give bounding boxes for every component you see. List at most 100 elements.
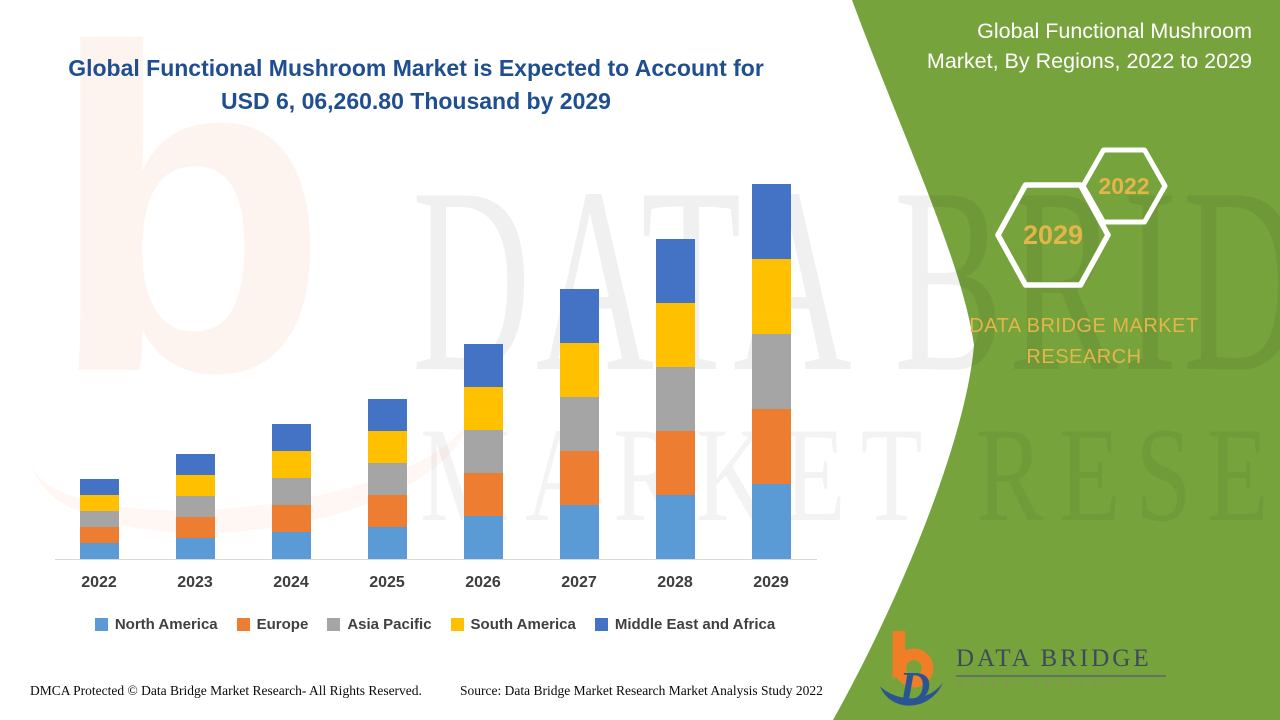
bar-segment-2028-south-america <box>655 303 695 367</box>
bar-segment-2026-south-america <box>463 387 503 430</box>
legend-label: North America <box>114 616 218 633</box>
bar-segment-2026-middle-east-and-africa <box>463 344 503 387</box>
bar-segment-2022-north-america <box>79 543 119 559</box>
bar-segment-2029-south-america <box>751 259 791 334</box>
legend-label: Middle East and Africa <box>614 616 776 633</box>
stacked-bar-2022 <box>79 479 119 559</box>
bar-slot-2026 <box>435 183 531 559</box>
bar-segment-2024-middle-east-and-africa <box>271 424 311 451</box>
brand-wordmark-line1: DATA BRIDGE MARKET <box>969 315 1199 337</box>
bar-slot-2022 <box>51 183 147 559</box>
bar-segment-2022-europe <box>79 527 119 543</box>
brand-wordmark: DATA BRIDGE MARKET RESEARCH <box>918 311 1250 373</box>
legend-item-asia-pacific: Asia Pacific <box>327 616 432 633</box>
legend-swatch <box>594 618 608 631</box>
hexagon-2029 <box>995 182 1111 288</box>
x-axis-label-2022: 2022 <box>81 574 117 591</box>
legend-swatch <box>236 618 250 631</box>
bar-segment-2025-asia-pacific <box>367 463 407 495</box>
bar-segment-2025-north-america <box>367 527 407 559</box>
chart-headline-line1: Global Functional Mushroom Market is Exp… <box>68 55 764 81</box>
bar-segment-2028-north-america <box>655 495 695 559</box>
bar-segment-2023-south-america <box>175 475 215 496</box>
x-axis-label-2028: 2028 <box>657 574 693 591</box>
bar-slot-2029 <box>723 183 819 559</box>
bar-segment-2022-middle-east-and-africa <box>79 479 119 495</box>
legend-label: Europe <box>256 616 309 633</box>
footer-dmca-text: DMCA Protected © Data Bridge Market Rese… <box>30 683 422 698</box>
bar-segment-2024-asia-pacific <box>271 478 311 505</box>
bar-segment-2024-north-america <box>271 532 311 559</box>
bar-segment-2027-north-america <box>559 505 599 559</box>
bar-segment-2029-asia-pacific <box>751 334 791 409</box>
legend-item-south-america: South America <box>450 616 576 633</box>
logo-name: DATA BRIDGE <box>956 644 1152 672</box>
bar-segment-2028-europe <box>655 431 695 495</box>
legend-swatch <box>450 618 464 631</box>
chart-legend: North America Europe Asia Pacific South Ame… <box>40 616 830 633</box>
logo-text: DATA BRIDGE MARKET RESEARCH <box>956 644 1166 689</box>
legend-swatch <box>327 618 341 631</box>
brand-wordmark-line2: RESEARCH <box>1026 346 1142 368</box>
stacked-bar-2028 <box>655 239 695 559</box>
footer-source-text: Source: Data Bridge Market Research Mark… <box>460 683 823 698</box>
bar-segment-2022-asia-pacific <box>79 511 119 527</box>
legend-label: Asia Pacific <box>347 616 432 633</box>
stacked-bar-2023 <box>175 454 215 559</box>
bar-segment-2026-europe <box>463 473 503 516</box>
bar-segment-2029-europe <box>751 409 791 484</box>
bar-segment-2024-europe <box>271 505 311 532</box>
chart-headline-line2: USD 6, 06,260.80 Thousand by 2029 <box>221 87 611 114</box>
bar-segment-2026-north-america <box>463 516 503 559</box>
stacked-bar-2025 <box>367 399 407 559</box>
logo-d-glyph: D <box>898 664 930 706</box>
bar-segment-2025-europe <box>367 495 407 527</box>
stacked-bar-2029 <box>751 184 791 559</box>
bar-segment-2023-middle-east-and-africa <box>175 454 215 475</box>
stacked-bar-2027 <box>559 289 599 559</box>
right-panel-title: Global Functional Mushroom Market, By Re… <box>926 19 1252 74</box>
x-axis-label-2025: 2025 <box>369 574 405 591</box>
bar-slot-2023 <box>147 183 243 559</box>
bar-segment-2025-middle-east-and-africa <box>367 399 407 431</box>
data-bridge-logo: D DATA BRIDGE MARKET RESEARCH <box>878 628 1166 706</box>
data-bridge-logo-icon: D <box>879 631 944 706</box>
bar-segment-2029-north-america <box>751 484 791 559</box>
bar-segment-2024-south-america <box>271 451 311 478</box>
x-axis-label-2029: 2029 <box>753 574 789 591</box>
bar-slot-2024 <box>243 183 339 559</box>
stacked-bar-plot <box>51 183 819 559</box>
legend-item-north-america: North America <box>94 616 218 633</box>
year-hexagons: 2029 2022 <box>995 147 1168 288</box>
x-axis-label-2027: 2027 <box>561 574 597 591</box>
chart-headline: Global Functional Mushroom Market is Exp… <box>40 52 792 117</box>
bar-segment-2023-asia-pacific <box>175 496 215 517</box>
hexagon-2022-label: 2022 <box>1098 173 1149 199</box>
bar-slot-2028 <box>627 183 723 559</box>
legend-item-middle-east-and-africa: Middle East and Africa <box>594 616 776 633</box>
logo-divider <box>956 675 1166 678</box>
bar-segment-2023-europe <box>175 517 215 538</box>
x-axis-label-2026: 2026 <box>465 574 501 591</box>
hexagon-2022 <box>1080 147 1168 225</box>
bar-slot-2027 <box>531 183 627 559</box>
bar-segment-2027-middle-east-and-africa <box>559 289 599 343</box>
bar-segment-2022-south-america <box>79 495 119 511</box>
bar-segment-2028-asia-pacific <box>655 367 695 431</box>
bar-segment-2027-asia-pacific <box>559 397 599 451</box>
stacked-bar-2024 <box>271 424 311 559</box>
x-axis-label-2023: 2023 <box>177 574 213 591</box>
x-axis-line <box>55 559 817 560</box>
hexagon-2029-label: 2029 <box>1023 220 1083 250</box>
legend-label: South America <box>470 616 576 633</box>
bar-segment-2029-middle-east-and-africa <box>751 184 791 259</box>
green-panel-path <box>833 0 1280 720</box>
stacked-bar-2026 <box>463 344 503 559</box>
bar-segment-2026-asia-pacific <box>463 430 503 473</box>
bar-segment-2027-south-america <box>559 343 599 397</box>
logo-swoosh <box>879 682 944 706</box>
bar-segment-2025-south-america <box>367 431 407 463</box>
bar-segment-2023-north-america <box>175 538 215 559</box>
